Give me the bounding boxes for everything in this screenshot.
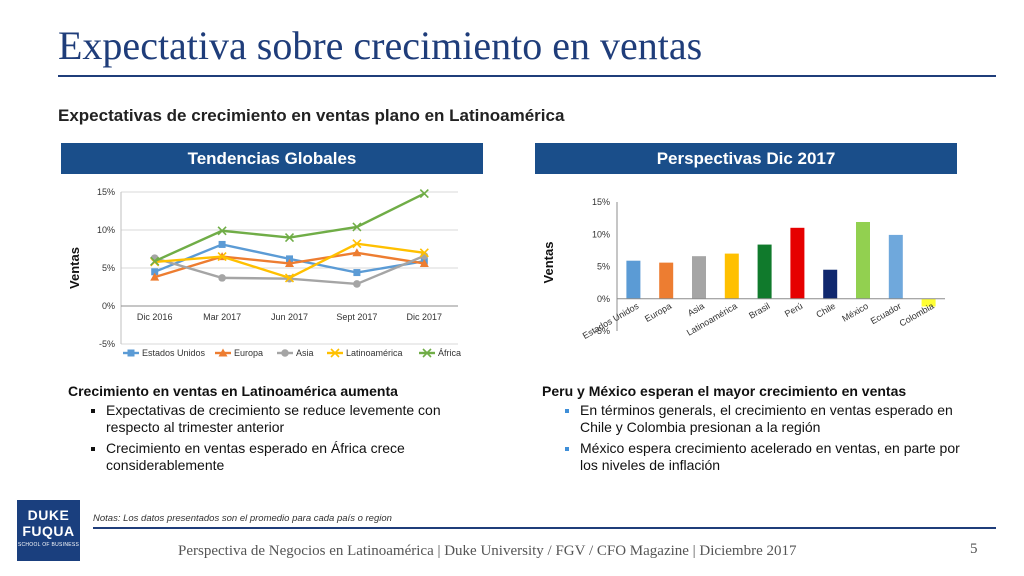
y-tick-label: -5% bbox=[594, 326, 610, 336]
left-panel-header: Tendencias Globales bbox=[61, 143, 483, 174]
x-tick-label: Ecuador bbox=[869, 301, 903, 326]
data-point bbox=[151, 268, 159, 276]
left-bullet-item: Crecimiento en ventas esperado en África… bbox=[106, 440, 478, 474]
left-bullets-heading: Crecimiento en ventas en Latinoamérica a… bbox=[68, 383, 398, 399]
data-point bbox=[352, 222, 362, 232]
y-axis-label: Ventas bbox=[67, 247, 82, 289]
x-tick-label: Colombia bbox=[898, 301, 936, 329]
right-bullet-item: México espera crecimiento acelerado en v… bbox=[580, 440, 962, 474]
legend-marker bbox=[422, 348, 432, 358]
right-panel-header: Perspectivas Dic 2017 bbox=[535, 143, 957, 174]
bar bbox=[856, 221, 870, 299]
bar bbox=[724, 253, 739, 299]
footer-divider bbox=[93, 527, 996, 529]
legend-label: Estados Unidos bbox=[142, 348, 206, 358]
x-tick-label: Dic 2016 bbox=[137, 312, 173, 322]
x-tick-label: Chile bbox=[814, 301, 837, 320]
bar-chart: -5%0%5%10%15%Estados Unidos Europa AsiaLat… bbox=[541, 197, 945, 341]
data-point bbox=[217, 252, 227, 262]
data-point bbox=[353, 269, 361, 277]
line-chart: -5% 0% 5% 10% 15% Dic 2016 Mar 2017 Jun 2017 Sep… bbox=[67, 187, 461, 358]
data-point bbox=[286, 255, 293, 263]
data-point bbox=[218, 240, 226, 248]
duke-fuqua-logo: DUKE FUQUA SCHOOL OF BUSINESS bbox=[17, 500, 80, 561]
legend-label: Latinoamérica bbox=[346, 348, 403, 358]
x-tick-label: México bbox=[840, 301, 870, 324]
x-tick-label: Estados Unidos bbox=[581, 301, 641, 341]
bar bbox=[659, 262, 674, 299]
series-line bbox=[154, 192, 425, 263]
y-tick-label: 5% bbox=[102, 263, 115, 273]
legend-label: Europa bbox=[234, 348, 263, 358]
y-axis-label: Ventas bbox=[541, 242, 556, 284]
x-tick-label: Europa bbox=[643, 301, 673, 324]
x-tick-label: Brasil bbox=[747, 301, 771, 321]
bar bbox=[757, 244, 772, 299]
x-tick-label: Sept 2017 bbox=[336, 312, 377, 322]
data-point bbox=[419, 258, 429, 267]
data-point bbox=[284, 233, 295, 243]
left-bullets: Crecimiento en ventas en Latinoamérica a… bbox=[68, 383, 478, 478]
legend-label: África bbox=[438, 348, 461, 358]
y-tick-label: 15% bbox=[592, 197, 610, 207]
x-tick-label: Mar 2017 bbox=[203, 312, 241, 322]
data-point bbox=[218, 274, 226, 282]
data-point bbox=[353, 280, 361, 288]
slide-title: Expectativa sobre crecimiento en ventas bbox=[58, 23, 703, 68]
data-point bbox=[352, 239, 362, 249]
logo-line-fuqua: FUQUA bbox=[22, 523, 75, 539]
right-bullet-item: En términos generals, el crecimiento en … bbox=[580, 402, 962, 436]
legend-marker bbox=[330, 348, 340, 358]
x-tick-label: Jun 2017 bbox=[271, 312, 308, 322]
logo-line-duke: DUKE bbox=[27, 507, 70, 523]
bar bbox=[692, 256, 706, 299]
legend-marker bbox=[281, 349, 289, 357]
y-tick-label: 0% bbox=[102, 301, 115, 311]
legend-marker bbox=[218, 348, 228, 357]
legend-marker bbox=[127, 349, 135, 357]
y-tick-label: 0% bbox=[597, 294, 610, 304]
page-number: 5 bbox=[970, 541, 978, 557]
right-bullets: Peru y México esperan el mayor crecimien… bbox=[542, 383, 962, 478]
legend-label: Asia bbox=[296, 348, 314, 358]
data-point bbox=[217, 226, 227, 236]
bar bbox=[790, 227, 805, 299]
data-point bbox=[284, 273, 295, 283]
bar bbox=[626, 260, 641, 299]
data-point bbox=[352, 248, 362, 257]
y-tick-label: 10% bbox=[97, 225, 115, 235]
x-tick-label: Perú bbox=[783, 301, 804, 319]
y-tick-label: 10% bbox=[592, 229, 610, 239]
bar bbox=[823, 269, 838, 299]
footer-text: Perspectiva de Negocios en Latinoamérica… bbox=[178, 543, 797, 559]
left-bullet-item: Expectativas de crecimiento se reduce le… bbox=[106, 402, 478, 436]
right-bullets-heading: Peru y México esperan el mayor crecimien… bbox=[542, 383, 907, 399]
logo-line-school: SCHOOL OF BUSINESS bbox=[17, 542, 80, 548]
data-point bbox=[419, 188, 429, 199]
data-point bbox=[419, 248, 429, 258]
x-tick-label: Asia bbox=[686, 301, 706, 318]
y-tick-label: 15% bbox=[97, 187, 115, 197]
footnote: Notas: Los datos presentados son el prom… bbox=[93, 513, 392, 524]
data-point bbox=[285, 258, 294, 267]
x-tick-label: Dic 2017 bbox=[407, 312, 443, 322]
slide-subtitle: Expectativas de crecimiento en ventas pl… bbox=[58, 106, 565, 125]
bar bbox=[921, 298, 936, 307]
data-point bbox=[150, 256, 160, 266]
bar bbox=[888, 234, 903, 299]
title-divider bbox=[58, 75, 996, 77]
data-point bbox=[150, 272, 160, 281]
y-tick-label: 5% bbox=[597, 262, 610, 272]
y-tick-label: -5% bbox=[99, 339, 115, 349]
